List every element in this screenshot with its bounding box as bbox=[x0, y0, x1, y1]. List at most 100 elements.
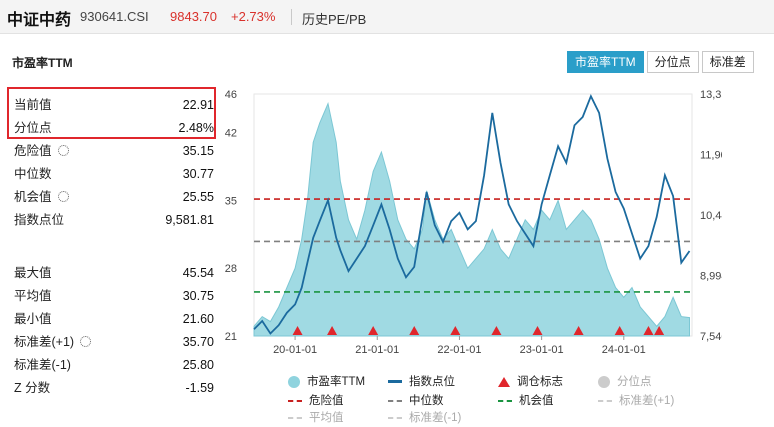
legend-dash-icon bbox=[288, 416, 302, 419]
y-left-tick: 21 bbox=[225, 331, 237, 343]
index-level-line bbox=[253, 93, 691, 335]
y-left-tick: 42 bbox=[225, 128, 237, 140]
stat-value: -1.59 bbox=[185, 381, 215, 395]
stat-value: 22.91 bbox=[182, 98, 214, 112]
legend-dash-icon bbox=[598, 399, 612, 402]
legend-median[interactable]: 中位数 bbox=[388, 393, 444, 409]
stat-label: 分位点 bbox=[14, 121, 52, 135]
stat-label: 标准差(-1) bbox=[14, 358, 71, 372]
stats-bottom: 最大值 45.54 平均值 30.75 最小值 21.60 标准差(+1) 35… bbox=[14, 262, 214, 400]
rebalance-marker bbox=[491, 326, 502, 335]
stat-value: 45.54 bbox=[182, 266, 214, 280]
y-right-tick: 13,353 bbox=[700, 89, 722, 101]
stat-label: 机会值 bbox=[14, 190, 52, 204]
legend-mean[interactable]: 平均值 bbox=[288, 410, 344, 426]
rebalance-marker bbox=[532, 326, 543, 335]
legend-line-icon bbox=[388, 380, 402, 384]
tab-std-dev[interactable]: 标准差 bbox=[701, 51, 754, 73]
rebalance-marker bbox=[654, 326, 665, 335]
stat-max: 最大值 45.54 bbox=[14, 262, 214, 285]
legend-circle-icon bbox=[598, 375, 610, 388]
rebalance-marker bbox=[368, 326, 379, 335]
metric-tabs: 市盈率TTM 分位点 标准差 bbox=[564, 51, 754, 73]
legend-pe-ttm[interactable]: 市盈率TTM bbox=[288, 374, 365, 390]
gear-icon[interactable] bbox=[57, 145, 69, 156]
x-tick-label: 24-01-01 bbox=[602, 344, 646, 356]
legend-dash-icon bbox=[288, 399, 302, 402]
x-tick-label: 23-01-01 bbox=[520, 344, 564, 356]
y-left-tick: 35 bbox=[225, 195, 237, 207]
rebalance-marker bbox=[643, 326, 654, 335]
index-name: 中证中药 bbox=[7, 12, 72, 29]
x-tick-label: 20-01-01 bbox=[273, 344, 317, 356]
stat-mean: 平均值 30.75 bbox=[14, 285, 214, 308]
stat-std-plus: 标准差(+1) 35.70 bbox=[14, 331, 214, 354]
stat-value: 9,581.81 bbox=[165, 213, 214, 227]
y-left-tick: 28 bbox=[225, 263, 237, 275]
stat-current: 当前值 22.91 bbox=[14, 94, 214, 117]
y-right-tick: 11,902 bbox=[700, 149, 722, 161]
stat-value: 21.60 bbox=[182, 312, 214, 326]
header-bar: 中证中药 930641.CSI 9843.70 +2.73% 历史PE/PB bbox=[0, 0, 774, 34]
stat-label: 中位数 bbox=[14, 167, 52, 181]
rebalance-marker bbox=[409, 326, 420, 335]
highlight-box bbox=[7, 87, 216, 139]
stat-index-level: 指数点位 9,581.81 bbox=[14, 209, 214, 232]
x-tick-label: 22-01-01 bbox=[437, 344, 481, 356]
section-title: 市盈率TTM bbox=[12, 56, 73, 70]
legend-dash-icon bbox=[388, 416, 402, 419]
tab-percentile[interactable]: 分位点 bbox=[646, 51, 699, 73]
pe-ttm-area bbox=[253, 102, 691, 337]
y-left-tick: 46 bbox=[225, 89, 237, 101]
stat-label: 标准差(+1) bbox=[14, 335, 75, 349]
legend-circle-icon bbox=[288, 375, 300, 388]
pe-chart: 21 28 35 42 46 7,540 8,994 10,448 11,902 13,353 20… bbox=[225, 89, 722, 356]
stat-value: 2.48% bbox=[178, 121, 214, 135]
stat-value: 30.77 bbox=[182, 167, 214, 181]
stat-percentile: 分位点 2.48% bbox=[14, 117, 214, 140]
stat-label: Z 分数 bbox=[14, 381, 51, 395]
stat-value: 25.80 bbox=[182, 358, 214, 372]
index-change: +2.73% bbox=[231, 9, 276, 24]
rebalance-marker bbox=[450, 326, 461, 335]
legend-danger[interactable]: 危险值 bbox=[288, 393, 344, 409]
stat-value: 30.75 bbox=[182, 289, 214, 303]
legend-index-level[interactable]: 指数点位 bbox=[388, 374, 455, 390]
rebalance-marker bbox=[292, 326, 303, 335]
stat-median: 中位数 30.77 bbox=[14, 163, 214, 186]
stat-std-minus: 标准差(-1) 25.80 bbox=[14, 354, 214, 377]
stat-label: 最大值 bbox=[14, 266, 52, 280]
x-tick-label: 21-01-01 bbox=[355, 344, 399, 356]
legend-dash-icon bbox=[388, 399, 402, 402]
gear-icon[interactable] bbox=[57, 191, 69, 202]
index-price: 9843.70 bbox=[170, 9, 217, 24]
stat-label: 当前值 bbox=[14, 98, 52, 112]
stat-danger: 危险值 35.15 bbox=[14, 140, 214, 163]
gear-icon[interactable] bbox=[80, 336, 92, 347]
stat-label: 平均值 bbox=[14, 289, 52, 303]
rebalance-marker bbox=[573, 326, 584, 335]
stat-value: 35.70 bbox=[182, 335, 214, 349]
y-right-tick: 10,448 bbox=[700, 210, 722, 222]
rebalance-marker bbox=[327, 326, 338, 335]
legend-std-plus[interactable]: 标准差(+1) bbox=[598, 393, 674, 409]
stat-opportunity: 机会值 25.55 bbox=[14, 186, 214, 209]
rebalance-marker bbox=[614, 326, 625, 335]
header-divider bbox=[291, 9, 292, 25]
y-right-tick: 7,540 bbox=[700, 331, 722, 343]
stat-label: 最小值 bbox=[14, 312, 52, 326]
legend-rebalance[interactable]: 调仓标志 bbox=[498, 374, 563, 390]
history-pe-pb-link[interactable]: 历史PE/PB bbox=[302, 12, 367, 27]
legend-dash-icon bbox=[498, 399, 512, 402]
index-code: 930641.CSI bbox=[80, 9, 149, 24]
stat-value: 35.15 bbox=[182, 144, 214, 158]
y-right-tick: 8,994 bbox=[700, 270, 722, 282]
stat-value: 25.55 bbox=[182, 190, 214, 204]
tab-pe-ttm[interactable]: 市盈率TTM bbox=[567, 51, 644, 73]
legend-percentile[interactable]: 分位点 bbox=[598, 374, 652, 390]
legend-triangle-icon bbox=[498, 376, 510, 387]
stats-top: 当前值 22.91 分位点 2.48% 危险值 35.15 中位数 30.77 … bbox=[14, 94, 214, 232]
stat-label: 危险值 bbox=[14, 144, 52, 158]
legend-std-minus[interactable]: 标准差(-1) bbox=[388, 410, 461, 426]
legend-opportunity[interactable]: 机会值 bbox=[498, 393, 554, 409]
